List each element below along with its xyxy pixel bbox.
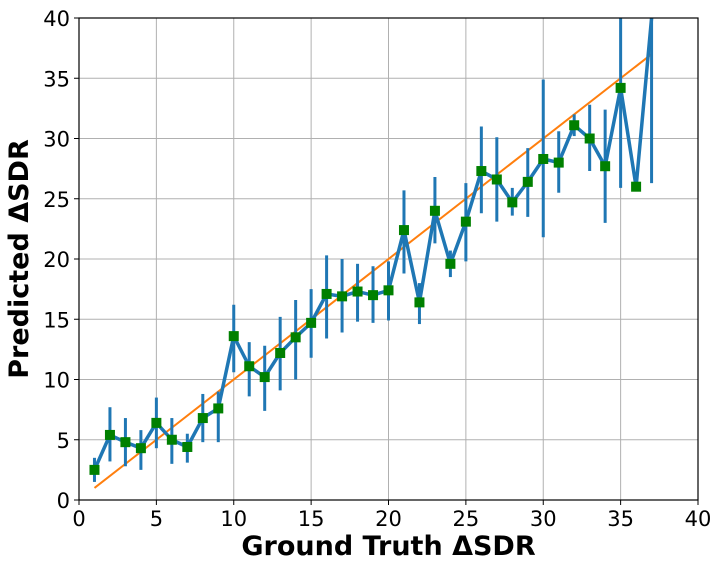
data-point-marker	[337, 291, 348, 302]
x-tick-label: 15	[298, 507, 325, 531]
data-point-marker	[259, 372, 270, 383]
data-point-marker	[491, 174, 502, 185]
data-point-marker	[631, 181, 642, 192]
y-tick-label: 10	[43, 369, 70, 393]
data-point-marker	[228, 331, 239, 342]
data-point-marker	[569, 120, 580, 131]
data-point-marker	[584, 133, 595, 144]
data-point-marker	[135, 443, 146, 454]
data-point-marker	[368, 290, 379, 301]
data-point-marker	[553, 157, 564, 168]
data-point-marker	[166, 434, 177, 445]
x-tick-label: 35	[607, 507, 634, 531]
data-point-marker	[151, 417, 162, 428]
markers-layer	[89, 82, 642, 475]
x-tick-label: 5	[150, 507, 163, 531]
data-point-marker	[522, 176, 533, 187]
data-point-marker	[89, 464, 100, 475]
series-line	[92, 18, 654, 471]
data-point-marker	[290, 332, 301, 343]
data-point-marker	[306, 317, 317, 328]
data-point-marker	[182, 441, 193, 452]
data-point-marker	[507, 197, 518, 208]
data-point-marker	[429, 205, 440, 216]
data-point-marker	[600, 161, 611, 172]
data-point-marker	[414, 297, 425, 308]
y-tick-labels: 0 5 10 15 20 25 30 35 40	[43, 7, 79, 513]
data-point-marker	[460, 216, 471, 227]
x-tick-label: 20	[375, 507, 402, 531]
data-point-marker	[120, 437, 131, 448]
data-point-marker	[538, 153, 549, 164]
y-tick-label: 15	[43, 308, 70, 332]
x-tick-labels: 0 5 10 15 20 25 30 35 40	[72, 500, 711, 531]
data-point-marker	[213, 403, 224, 414]
y-axis-title: Predicted ΔSDR	[4, 139, 35, 379]
data-point-marker	[104, 429, 115, 440]
y-tick-label: 40	[43, 7, 70, 31]
data-point-marker	[615, 82, 626, 93]
data-point-marker	[398, 225, 409, 236]
data-point-marker	[476, 166, 487, 177]
y-tick-label: 5	[57, 429, 70, 453]
x-axis-title: Ground Truth ΔSDR	[241, 531, 535, 562]
x-tick-label: 10	[220, 507, 247, 531]
data-point-marker	[321, 288, 332, 299]
x-tick-label: 25	[453, 507, 480, 531]
y-tick-label: 25	[43, 188, 70, 212]
y-tick-label: 30	[43, 128, 70, 152]
data-point-marker	[244, 361, 255, 372]
data-point-marker	[445, 258, 456, 269]
x-tick-label: 0	[72, 507, 85, 531]
x-tick-label: 40	[685, 507, 712, 531]
data-point-marker	[275, 347, 286, 358]
x-tick-label: 30	[530, 507, 557, 531]
y-tick-label: 20	[43, 248, 70, 272]
y-tick-label: 0	[57, 489, 70, 513]
data-point-marker	[197, 413, 208, 424]
series-line-layer	[92, 18, 654, 471]
data-point-marker	[352, 286, 363, 297]
y-tick-label: 35	[43, 67, 70, 91]
data-point-marker	[383, 285, 394, 296]
error-bars-layer	[92, 18, 654, 482]
